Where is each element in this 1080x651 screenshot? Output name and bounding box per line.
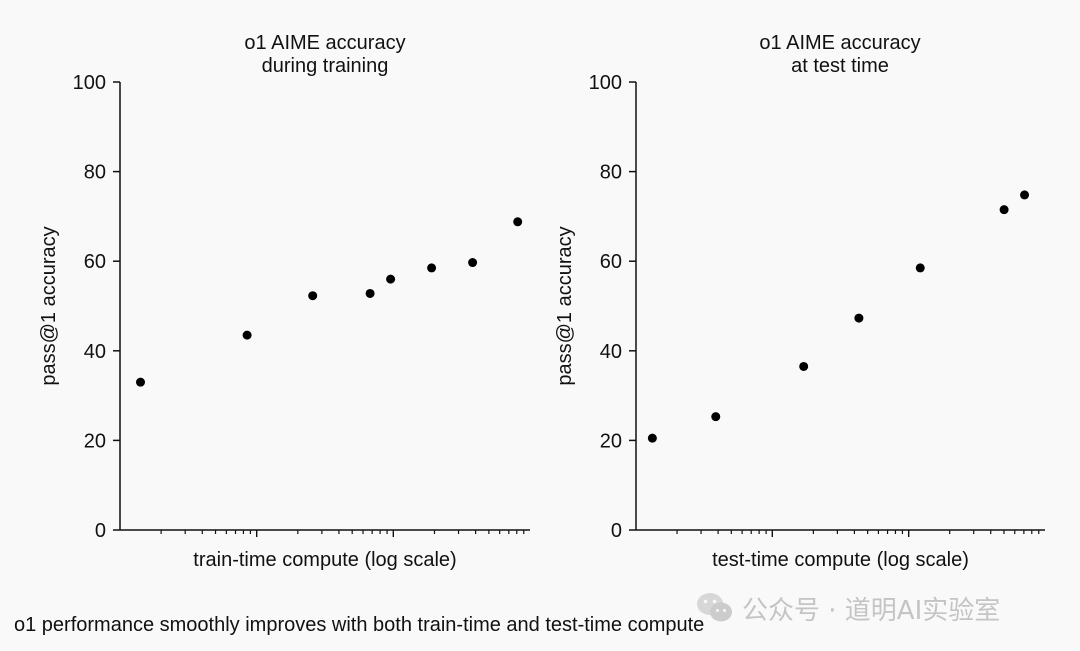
y-tick-label: 100	[589, 72, 622, 94]
x-axis-label: train-time compute (log scale)	[193, 549, 456, 571]
watermark: 公众号 · 道明AI实验室	[696, 588, 1000, 628]
y-axis-label: pass@1 accuracy	[38, 226, 60, 385]
data-point	[513, 217, 523, 227]
data-point	[242, 330, 252, 340]
data-point	[999, 205, 1009, 215]
data-point	[854, 313, 864, 323]
y-tick-label: 40	[84, 341, 106, 363]
chart-title-line: at test time	[791, 55, 889, 77]
data-point	[915, 263, 925, 273]
data-point	[468, 258, 478, 268]
wechat-icon	[697, 593, 732, 622]
y-axis-label: pass@1 accuracy	[554, 226, 576, 385]
chart-title-line: o1 AIME accuracy	[759, 32, 920, 54]
data-point	[427, 263, 437, 273]
y-tick-label: 60	[84, 251, 106, 273]
data-point	[386, 274, 396, 284]
chart-title-line: o1 AIME accuracy	[244, 32, 405, 54]
figure-caption: o1 performance smoothly improves with bo…	[14, 614, 705, 636]
x-axis-label: test-time compute (log scale)	[712, 549, 969, 571]
y-tick-label: 0	[95, 520, 106, 542]
y-tick-label: 60	[600, 251, 622, 273]
data-point	[647, 433, 657, 443]
y-tick-label: 20	[600, 430, 622, 452]
data-point	[136, 377, 145, 387]
data-point	[711, 412, 721, 422]
watermark-text: 公众号 · 道明AI实验室	[742, 595, 1001, 626]
data-point	[308, 291, 318, 301]
y-tick-label: 100	[73, 72, 106, 94]
y-tick-label: 20	[84, 430, 106, 452]
data-point	[1020, 190, 1030, 200]
y-tick-label: 80	[600, 162, 622, 184]
data-point	[799, 361, 809, 371]
y-tick-label: 80	[84, 162, 106, 184]
data-point	[365, 288, 375, 298]
chart-title-line: during training	[262, 55, 389, 77]
y-tick-label: 0	[611, 520, 622, 542]
y-tick-label: 40	[600, 341, 622, 363]
